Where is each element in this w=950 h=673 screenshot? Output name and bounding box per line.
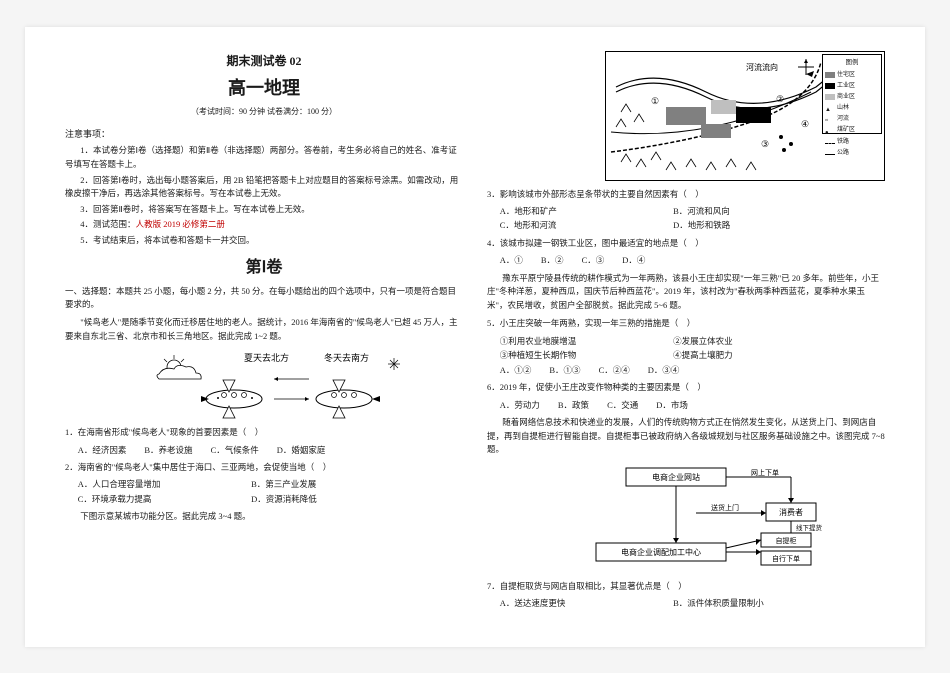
river-label: 河流流向 [746,62,778,72]
question-3: 3．影响该城市外部形态呈条带状的主要自然因素有（ ） [487,187,885,201]
svg-text:④: ④ [801,119,809,129]
passage-3: 豫东平原宁陵县传统的耕作模式为一年两熟，该县小王庄却实现"一年三熟"已 20 多… [487,272,885,313]
right-column: 河流流向 [475,51,897,623]
question-1: 1．在海南省形成"候鸟老人"现象的首要因素是（ ） [65,425,463,439]
q2-opt-b: B．第三产业发展 [251,477,424,491]
illus-label-left: 夏天去北方 [244,352,289,363]
q4-options: A．① B．② C．③ D．④ [500,253,885,267]
q2-opt-a: A．人口合理容量增加 [78,477,251,491]
notice-prefix: 4．测试范围： [80,219,135,229]
q1-opt-b: B．养老设施 [144,443,192,457]
exam-meta: （考试时间：90 分钟 试卷满分：100 分） [65,105,463,119]
flow-n4: 自提柜 [776,536,797,545]
q5-opt-d: D．③④ [648,363,680,377]
legend-title: 图例 [825,57,879,68]
flow-e1: 网上下单 [751,468,779,477]
q6-opt-c: C．交通 [607,398,638,412]
q1-options: A．经济因素 B．养老设施 C．气候条件 D．婚姻家庭 [78,443,463,457]
notice-item: 3．回答第Ⅱ卷时，将答案写在答题卡上。写在本试卷上无效。 [65,203,463,217]
q3-opt-b: B．河流和风向 [673,204,846,218]
q4-opt-b: B．② [541,253,564,267]
q7-opt-b: B．派件体积质量限制小 [673,596,846,610]
svg-text:③: ③ [761,139,769,149]
q1-opt-c: C．气候条件 [211,443,259,457]
exam-page: 期末测试卷 02 高一地理 （考试时间：90 分钟 试卷满分：100 分） 注意… [25,27,925,647]
q6-opt-a: A．劳动力 [500,398,540,412]
flow-n3: 电商企业调配加工中心 [621,547,701,557]
q7-options: A．送达速度更快 B．派件体积质量限制小 [500,596,885,610]
flow-e3: 线下提货 [796,523,823,532]
question-5: 5．小王庄突破一年两熟，实现一年三熟的措施是（ ） [487,316,885,330]
q5-opt-a: A．①② [500,363,532,377]
left-column: 期末测试卷 02 高一地理 （考试时间：90 分钟 试卷满分：100 分） 注意… [53,51,475,623]
notice-item: 4．测试范围：人教版 2019 必修第二册 [65,218,463,232]
q5-options: A．①② B．①③ C．②④ D．③④ [500,363,885,377]
question-6: 6．2019 年，促使小王庄改变作物种类的主要因素是（ ） [487,380,885,394]
q1-opt-d: D．婚姻家庭 [277,443,326,457]
flowchart: 电商企业网站 消费者 电商企业调配加工中心 自提柜 自行下单 网上下单 送货上门 [487,463,885,573]
q4-opt-c: C．③ [582,253,605,267]
q6-opt-b: B．政策 [558,398,589,412]
scope-red: 人教版 2019 必修第二册 [136,219,225,229]
q3-opt-c: C．地形和河流 [500,218,673,232]
illus-label-right: 冬天去南方 [324,352,369,363]
q2-opt-c: C．环境承载力提高 [78,492,251,506]
q5-sub: ①利用农业地膜增温 ②发展立体农业 ③种植短生长期作物 ④提高土壤肥力 [500,334,885,363]
q3-opt-a: A．地形和矿产 [500,204,673,218]
map-figure: 河流流向 [487,51,885,181]
q5-opt-c: C．②④ [599,363,630,377]
flow-n5: 自行下单 [772,554,800,563]
notice-item: 5．考试结束后，将本试卷和答题卡一并交回。 [65,234,463,248]
question-2: 2．海南省的"候鸟老人"集中居住于海口、三亚两地，会促使当地（ ） [65,460,463,474]
flow-n1: 电商企业网站 [652,472,700,482]
city-map: 河流流向 [605,51,885,181]
section-1-head: 第Ⅰ卷 [65,254,463,281]
q2-options: A．人口合理容量增加 B．第三产业发展 C．环境承载力提高 D．资源消耗降低 [78,477,463,506]
question-4: 4．该城市拟建一钢铁工业区，图中最适宜的地点是（ ） [487,236,885,250]
title-block: 期末测试卷 02 高一地理 （考试时间：90 分钟 试卷满分：100 分） [65,51,463,120]
q3-options: A．地形和矿产 B．河流和风向 C．地形和河流 D．地形和铁路 [500,204,885,233]
section-1-desc: 一、选择题：本题共 25 小题，每小题 2 分，共 50 分。在每小题给出的四个… [65,285,463,312]
q4-opt-a: A．① [500,253,523,267]
question-7: 7．自提柜取货与网店自取相比，其显著优点是（ ） [487,579,885,593]
q5-opt-b: B．①③ [549,363,580,377]
passage-4: 随着网络信息技术和快递业的发展，人们的传统购物方式正在悄然发生变化，从送货上门、… [487,416,885,457]
svg-text:①: ① [651,96,659,106]
passage-2: 下图示意某城市功能分区。据此完成 3~4 题。 [65,510,463,524]
flow-n2: 消费者 [779,507,803,517]
plane-illustration: 夏天去北方 冬天去南方 [65,349,463,419]
q7-opt-a: A．送达速度更快 [500,596,673,610]
q4-opt-d: D．④ [622,253,645,267]
flow-e2: 送货上门 [711,503,739,512]
subject-title: 高一地理 [65,73,463,104]
q6-opt-d: D．市场 [656,398,688,412]
q2-opt-d: D．资源消耗降低 [251,492,424,506]
notice-item: 1．本试卷分第Ⅰ卷（选择题）和第Ⅱ卷（非选择题）两部分。答卷前，考生务必将自己的… [65,144,463,171]
notice-item: 2．回答第Ⅰ卷时，选出每小题答案后，用 2B 铅笔把答题卡上对应题目的答案标号涂… [65,174,463,201]
q6-options: A．劳动力 B．政策 C．交通 D．市场 [500,398,885,412]
q1-opt-a: A．经济因素 [78,443,127,457]
map-legend: 图例 住宅区 工业区 商业区 ▲山林 ≈河流 ●煤矿区 铁路 公路 [822,54,882,134]
svg-text:②: ② [776,94,784,104]
q3-opt-d: D．地形和铁路 [673,218,846,232]
exam-name: 期末测试卷 02 [65,51,463,71]
passage-1: "候鸟老人"是随季节变化而迁移居住地的老人。据统计，2016 年海南省的"候鸟老… [65,316,463,343]
notice-heading: 注意事项： [65,127,463,142]
